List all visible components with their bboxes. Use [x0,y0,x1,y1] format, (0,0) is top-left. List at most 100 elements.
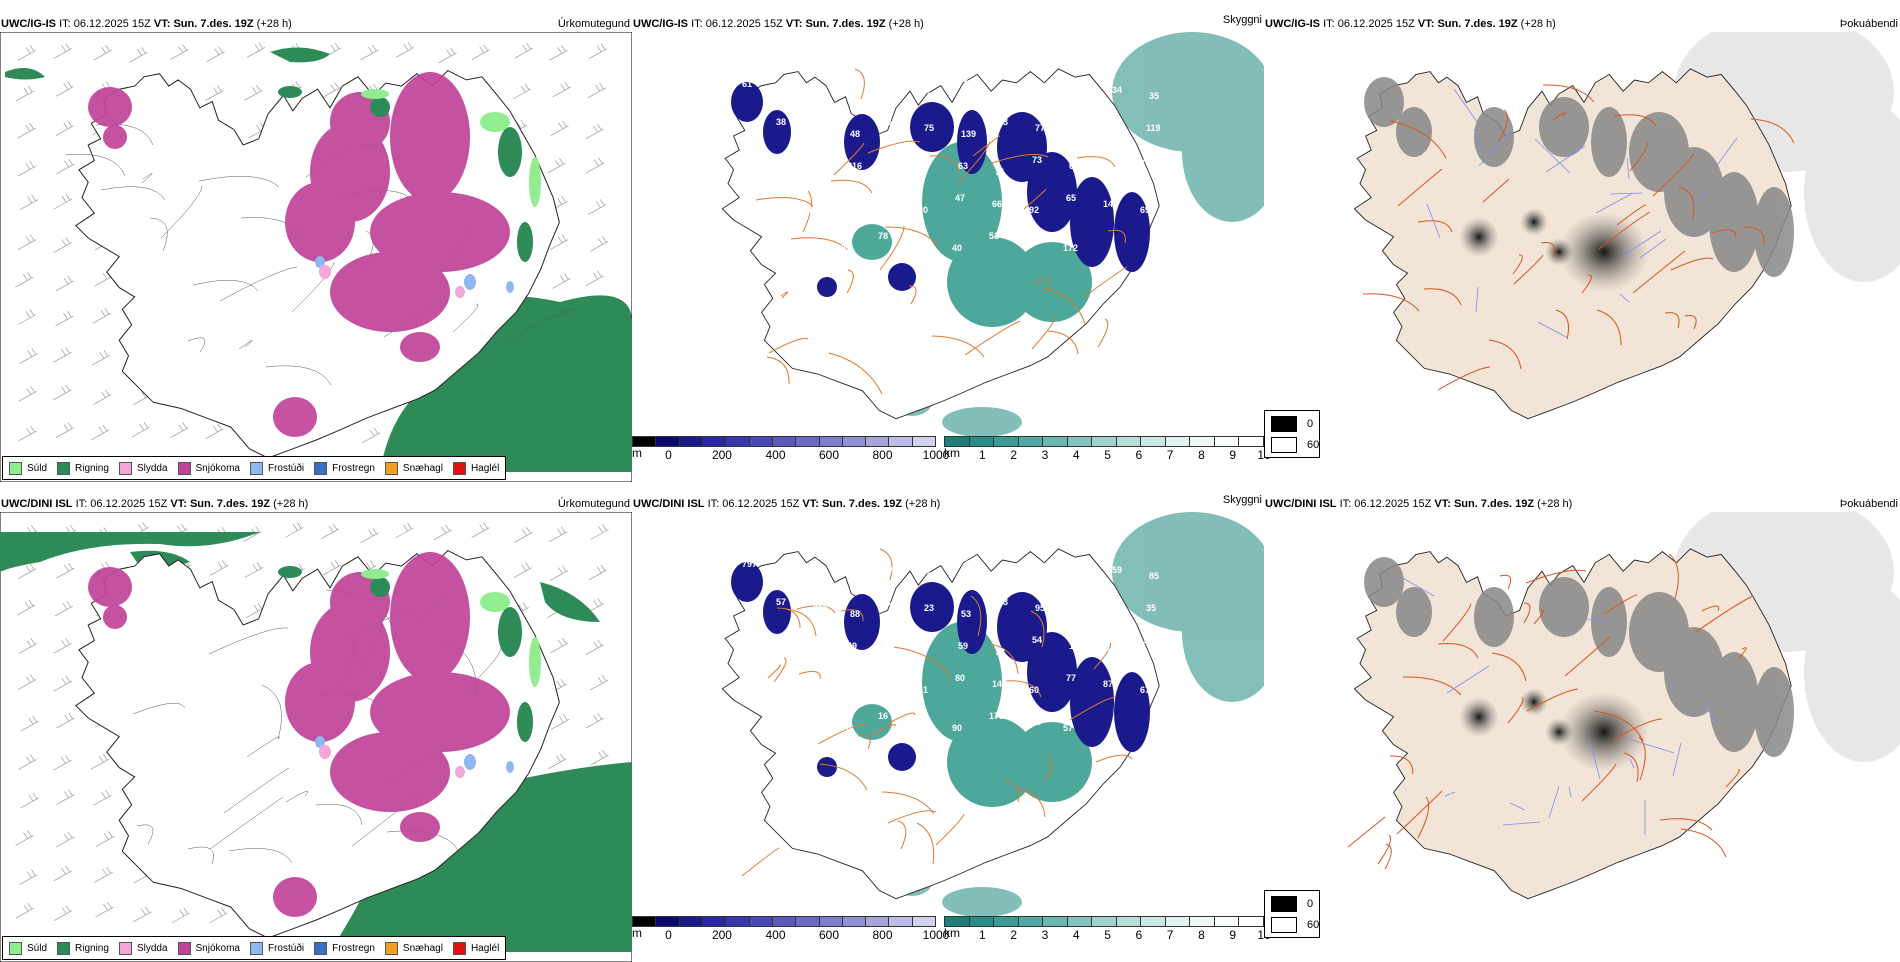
colorbar-cell [656,917,680,926]
visibility-value: 35 [1075,79,1085,89]
colorbar-tick: 1000 [922,448,950,462]
visibility-value: 88 [850,609,860,619]
visibility-value: 90 [952,723,962,733]
panel-variable: Skyggni [1222,494,1262,506]
visibility-value: 54 [921,155,931,165]
colorbar-cell [633,437,657,446]
visibility-value: 57 [1063,723,1073,733]
visibility-value: 60 [779,85,789,95]
legend-label: Frostregn [332,462,375,474]
colorbar-cell [1067,917,1093,926]
colorbar-tick: 0 [665,448,672,462]
visibility-value: 119 [1146,123,1161,133]
colorbar-tick: 8 [1198,448,1205,462]
visibility-value: 65 [1069,161,1079,171]
colorbar-tick: 6 [1135,448,1143,462]
visibility-value: 78 [878,231,888,241]
visibility-value: 80 [955,673,965,683]
km-unit: km [944,926,960,940]
colorbar-cell [1141,917,1166,926]
panel-title: UWC/IG-IS IT: 06.12.2025 15Z VT: Sun. 7.… [1265,18,1556,30]
colorbar-cell [1067,437,1093,446]
visibility-value: 43 [1075,559,1085,569]
visibility-value: 68 [887,117,897,127]
colorbar-cell [889,437,913,446]
colorbar-tick: 400 [765,448,786,462]
colorbar-cell [1214,917,1240,926]
colorbar-cell [1214,437,1240,446]
visibility-value: 149 [1103,199,1118,209]
visibility-value: 53 [813,123,823,133]
visibility-value: 71 [995,167,1005,177]
legend-swatch [249,941,263,955]
legend-label: Snæhagl [402,942,443,954]
colorbar-cell [945,917,970,926]
visibility-value: 61 [742,79,752,89]
visibility-value: 72 [995,647,1005,657]
legend-label: Slydda [136,942,168,954]
colorbar-cell [1018,917,1044,926]
legend-label: Frostúði [267,942,305,954]
visibility-value: 51 [853,79,863,89]
visibility-value: 146 [1106,647,1121,657]
visibility-value: 66 [992,199,1002,209]
visibility-value: 64 [927,91,937,101]
visibility-value: 57 [1026,237,1036,247]
coastal-rain [278,566,533,742]
colorbar-tick: 9 [1229,928,1237,942]
colorbar-cell [1092,917,1117,926]
legend-label: Súld [27,462,48,474]
legend-label: Rigning [75,462,109,474]
visibility-value: 73 [998,597,1008,607]
visibility-value: 94 [767,711,777,721]
legend-label: Haglél [470,462,500,474]
panel-precip-bottom: UWC/DINI ISL IT: 06.12.2025 15Z VT: Sun.… [0,492,632,962]
visibility-value: 45 [816,91,826,101]
visibility-value: 46 [844,193,854,203]
visibility-value: 59 [1112,565,1122,575]
legend-label: Frostregn [332,942,375,954]
colorbar-tick: 9 [1229,448,1237,462]
colorbar-cell [772,917,797,926]
colorbar-tick: 2 [1010,928,1018,942]
road-network [1347,553,1754,870]
precip-legend: Súld Rigning Slydda Snjókoma Frostúði Frostre… [2,936,507,960]
visibility-value: 41 [810,635,820,645]
legend-swatch [314,941,328,955]
visibility-value: 49 [847,641,857,651]
colorbar-cell [749,437,773,446]
visibility-value: 155 [1143,635,1158,645]
panel-variable: Úrkomutegund [557,498,630,510]
visibility-value: 45 [1143,155,1153,165]
precip-map [0,512,632,962]
colorbar-cell [994,917,1019,926]
fog-map [1353,32,1900,420]
visibility-value: 16 [878,711,888,721]
legend-item: Snæhagl [384,941,443,955]
colorbar-cell [945,437,970,446]
legend-item: Frostregn [314,461,375,475]
colorbar-tick: 600 [818,448,839,462]
visibility-value: 60 [1029,685,1039,695]
fog-cloud-base-area [731,82,1150,297]
legend-swatch [57,941,71,955]
colorbar-cell [749,917,773,926]
panel-fog-bottom: UWC/DINI ISL IT: 06.12.2025 15Z VT: Sun.… [1264,492,1900,962]
visibility-value: 101 [804,237,819,247]
legend-swatch [9,461,22,475]
visibility-value: 38 [776,117,786,127]
panel-variable: Úrkomutegund [557,18,630,30]
legend-label: Frostúði [267,462,305,474]
snow-area [88,552,510,917]
legend-swatch [314,461,328,475]
visibility-value: 89 [841,243,851,253]
visibility-value: 913 [915,717,930,727]
panel-title: UWC/IG-IS IT: 06.12.2025 15Z VT: Sun. 7.… [633,18,924,30]
visibility-map: 61 60 45 51 108 64 32 31 32 35 34 35 38 53 48 68 75 139 23… [721,32,1264,437]
legend-swatch [57,461,71,475]
legend-label: Slydda [136,462,168,474]
visibility-value: 64 [884,647,894,657]
colorbar-cell [1018,437,1044,446]
panel-precip-top: UWC/IG-IS IT: 06.12.2025 15Z VT: Sun. 7.… [0,12,632,482]
visibility-value: 35 [1149,91,1159,101]
